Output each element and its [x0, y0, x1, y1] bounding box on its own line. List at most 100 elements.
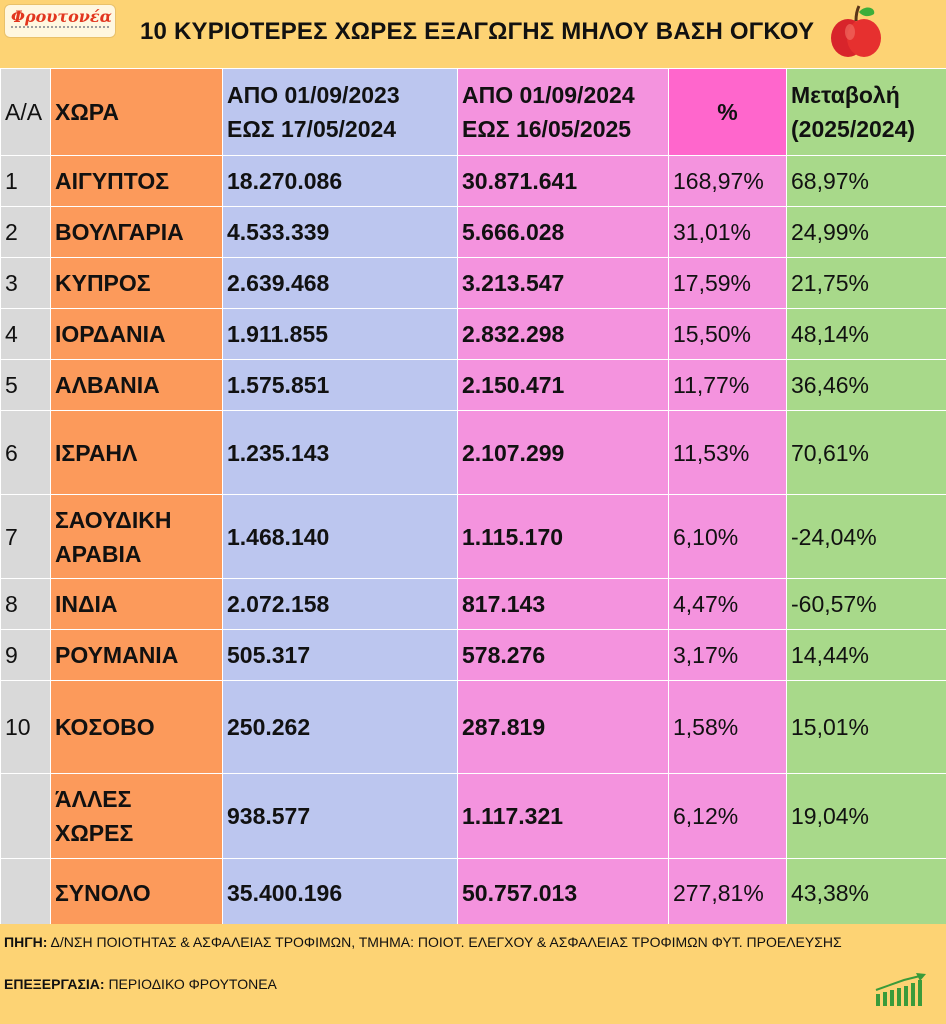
cell-period2: 1.117.321 — [457, 773, 669, 859]
exports-table: Α/Α ΧΩΡΑ ΑΠΟ 01/09/2023 ΕΩΣ 17/05/2024 ΑΠ… — [0, 68, 946, 928]
page-title: 10 ΚΥΡΙΟΤΕΡΕΣ ΧΩΡΕΣ ΕΞΑΓΩΓΗΣ ΜΗΛΟΥ ΒΑΣΗ … — [140, 18, 815, 45]
cell-period1: 4.533.339 — [222, 206, 458, 258]
cell-country: ΒΟΥΛΓΑΡΙΑ — [50, 206, 223, 258]
cell-period1: 2.072.158 — [222, 578, 458, 630]
cell-country: ΙΣΡΑΗΛ — [50, 410, 223, 495]
cell-country: ΑΛΒΑΝΙΑ — [50, 359, 223, 411]
cell-period2: 2.832.298 — [457, 308, 669, 360]
cell-period1: 18.270.086 — [222, 155, 458, 207]
cell-country-line1: ΣΑΟΥΔΙΚΗ — [55, 506, 172, 533]
cell-aa — [0, 858, 51, 928]
cell-country: ΣΑΟΥΔΙΚΗ ΑΡΑΒΙΑ — [50, 494, 223, 579]
apple-icon — [831, 5, 881, 57]
cell-change: -60,57% — [786, 578, 946, 630]
source-note: ΠΗΓΗ: Δ/ΝΣΗ ΠΟΙΟΤΗΤΑΣ & ΑΣΦΑΛΕΙΑΣ ΤΡΟΦΙΜ… — [4, 932, 934, 953]
cell-pct: 168,97% — [668, 155, 787, 207]
table-total-row: ΣΥΝΟΛΟ 35.400.196 50.757.013 277,81% 43,… — [0, 858, 946, 928]
cell-period1: 250.262 — [222, 680, 458, 774]
cell-pct: 31,01% — [668, 206, 787, 258]
cell-period2: 50.757.013 — [457, 858, 669, 928]
header-change: Μεταβολή (2025/2024) — [786, 68, 946, 156]
header: Φρουτονέα 10 ΚΥΡΙΟΤΕΡΕΣ ΧΩΡΕΣ ΕΞΑΓΩΓΗΣ Μ… — [0, 0, 946, 68]
cell-period2: 1.115.170 — [457, 494, 669, 579]
logo-tagline-line — [11, 26, 109, 32]
cell-pct: 277,81% — [668, 858, 787, 928]
cell-change: 15,01% — [786, 680, 946, 774]
header-period2-line1: ΑΠΟ 01/09/2024 — [462, 82, 635, 108]
cell-period1: 505.317 — [222, 629, 458, 681]
table-row: 4 ΙΟΡΔΑΝΙΑ 1.911.855 2.832.298 15,50% 48… — [0, 308, 946, 360]
cell-country: ΚΥΠΡΟΣ — [50, 257, 223, 309]
cell-country: ΑΙΓΥΠΤΟΣ — [50, 155, 223, 207]
header-aa: Α/Α — [0, 68, 51, 156]
cell-aa — [0, 773, 51, 859]
cell-pct: 6,12% — [668, 773, 787, 859]
cell-pct: 1,58% — [668, 680, 787, 774]
cell-country: ΚΟΣΟΒΟ — [50, 680, 223, 774]
cell-change: 70,61% — [786, 410, 946, 495]
cell-aa: 2 — [0, 206, 51, 258]
cell-period2: 5.666.028 — [457, 206, 669, 258]
cell-aa: 6 — [0, 410, 51, 495]
table-row: 10 ΚΟΣΟΒΟ 250.262 287.819 1,58% 15,01% — [0, 680, 946, 774]
cell-country: ΡΟΥΜΑΝΙΑ — [50, 629, 223, 681]
cell-change: 68,97% — [786, 155, 946, 207]
cell-change: -24,04% — [786, 494, 946, 579]
growth-chart-icon — [875, 973, 926, 1006]
table-row: 7 ΣΑΟΥΔΙΚΗ ΑΡΑΒΙΑ 1.468.140 1.115.170 6,1… — [0, 494, 946, 579]
cell-period2: 287.819 — [457, 680, 669, 774]
cell-change: 48,14% — [786, 308, 946, 360]
cell-period1: 1.235.143 — [222, 410, 458, 495]
table-row: 8 ΙΝΔΙΑ 2.072.158 817.143 4,47% -60,57% — [0, 578, 946, 630]
cell-pct: 11,53% — [668, 410, 787, 495]
header-period2: ΑΠΟ 01/09/2024 ΕΩΣ 16/05/2025 — [457, 68, 669, 156]
header-period2-line2: ΕΩΣ 16/05/2025 — [462, 116, 632, 142]
header-period1: ΑΠΟ 01/09/2023 ΕΩΣ 17/05/2024 — [222, 68, 458, 156]
cell-period2: 817.143 — [457, 578, 669, 630]
cell-country: ΙΝΔΙΑ — [50, 578, 223, 630]
cell-change: 43,38% — [786, 858, 946, 928]
cell-pct: 17,59% — [668, 257, 787, 309]
cell-change: 21,75% — [786, 257, 946, 309]
cell-aa: 7 — [0, 494, 51, 579]
cell-aa: 4 — [0, 308, 51, 360]
cell-period1: 1.911.855 — [222, 308, 458, 360]
cell-period2: 2.107.299 — [457, 410, 669, 495]
cell-aa: 3 — [0, 257, 51, 309]
brand-logo[interactable]: Φρουτονέα — [4, 4, 116, 38]
cell-aa: 9 — [0, 629, 51, 681]
header-period1-line1: ΑΠΟ 01/09/2023 — [227, 82, 400, 108]
cell-period1: 2.639.468 — [222, 257, 458, 309]
cell-period1: 35.400.196 — [222, 858, 458, 928]
table-row: 6 ΙΣΡΑΗΛ 1.235.143 2.107.299 11,53% 70,6… — [0, 410, 946, 495]
header-period1-line2: ΕΩΣ 17/05/2024 — [227, 116, 397, 142]
cell-change: 24,99% — [786, 206, 946, 258]
processing-note: ΕΠΕΞΕΡΓΑΣΙΑ: ΠΕΡΙΟΔΙΚΟ ΦΡΟΥΤΟΝΕΑ — [4, 976, 277, 992]
cell-period2: 30.871.641 — [457, 155, 669, 207]
cell-aa: 1 — [0, 155, 51, 207]
source-label: ΠΗΓΗ: — [4, 934, 48, 950]
table-row: 3 ΚΥΠΡΟΣ 2.639.468 3.213.547 17,59% 21,7… — [0, 257, 946, 309]
table-row: 5 ΑΛΒΑΝΙΑ 1.575.851 2.150.471 11,77% 36,… — [0, 359, 946, 411]
cell-period1: 938.577 — [222, 773, 458, 859]
processing-text: ΠΕΡΙΟΔΙΚΟ ΦΡΟΥΤΟΝΕΑ — [108, 976, 277, 992]
cell-period2: 578.276 — [457, 629, 669, 681]
cell-change: 19,04% — [786, 773, 946, 859]
cell-aa: 10 — [0, 680, 51, 774]
header-country: ΧΩΡΑ — [50, 68, 223, 156]
cell-country-line1: ΆΛΛΕΣ — [55, 786, 132, 812]
cell-country-line2: ΧΩΡΕΣ — [55, 820, 134, 846]
cell-period1: 1.468.140 — [222, 494, 458, 579]
cell-pct: 15,50% — [668, 308, 787, 360]
table-row: 9 ΡΟΥΜΑΝΙΑ 505.317 578.276 3,17% 14,44% — [0, 629, 946, 681]
table-row: 1 ΑΙΓΥΠΤΟΣ 18.270.086 30.871.641 168,97%… — [0, 155, 946, 207]
cell-pct: 6,10% — [668, 494, 787, 579]
table-row: 2 ΒΟΥΛΓΑΡΙΑ 4.533.339 5.666.028 31,01% 2… — [0, 206, 946, 258]
logo-text: Φρουτονέα — [11, 7, 112, 26]
header-change-line1: Μεταβολή — [791, 82, 900, 108]
cell-country: ΣΥΝΟΛΟ — [50, 858, 223, 928]
cell-pct: 4,47% — [668, 578, 787, 630]
cell-pct: 3,17% — [668, 629, 787, 681]
processing-label: ΕΠΕΞΕΡΓΑΣΙΑ: — [4, 976, 105, 992]
cell-country: ΆΛΛΕΣ ΧΩΡΕΣ — [50, 773, 223, 859]
